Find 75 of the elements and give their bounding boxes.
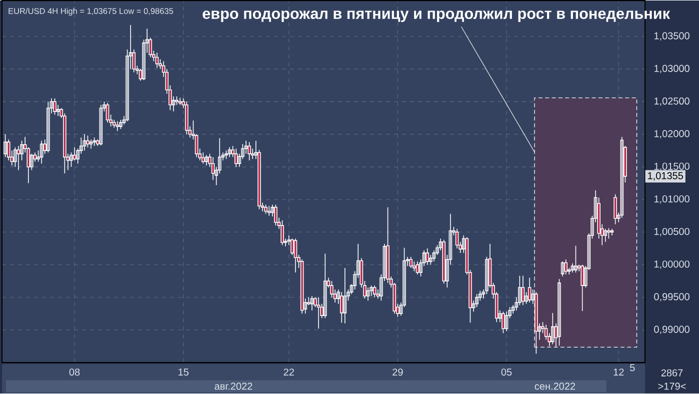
text: 2867	[661, 369, 683, 376]
y-tick-label: 1,02000	[654, 130, 690, 138]
text: 5	[630, 364, 635, 372]
candlestick	[310, 296, 314, 311]
candlestick	[46, 101, 50, 153]
candlestick	[366, 287, 370, 301]
candlestick	[14, 146, 17, 168]
x-tick-label: 12	[614, 368, 624, 376]
candlestick	[201, 152, 205, 164]
candlestick	[16, 145, 20, 170]
text: авг.2022	[214, 382, 252, 390]
candlestick	[99, 104, 103, 146]
y-tick-label: 1,03000	[654, 64, 690, 74]
candlestick	[574, 245, 578, 273]
text: EUR/USD 4H High = 1,03675 Low = 0,98635	[8, 8, 174, 16]
x-tick-label: 05	[501, 368, 512, 376]
x-tick-label: 15	[178, 368, 189, 376]
candlestick	[248, 142, 251, 161]
candlestick	[416, 260, 420, 275]
candlestick	[53, 98, 56, 115]
candlestick	[4, 134, 7, 158]
candlestick	[614, 194, 617, 225]
candlestick	[370, 285, 373, 296]
candlestick	[40, 140, 44, 164]
candlestick	[412, 260, 416, 272]
candlestick	[551, 312, 554, 345]
candlestick	[264, 204, 268, 214]
candlestick	[234, 148, 238, 168]
candlestick	[294, 238, 298, 273]
candlestick	[324, 253, 327, 318]
candlestick	[475, 294, 478, 308]
candlestick	[119, 119, 122, 130]
candlestick	[274, 204, 278, 226]
text: >179<	[658, 382, 686, 390]
candlestick	[409, 256, 413, 268]
candlestick	[604, 228, 608, 242]
candlestick	[86, 135, 90, 148]
candlestick	[502, 311, 505, 334]
candlestick	[429, 254, 432, 266]
x-tick-label: 29	[392, 368, 403, 376]
candlestick	[116, 120, 120, 132]
candlestick	[528, 277, 532, 303]
annotation: евро подорожал в пятницу и продолжил рост в понедельник	[202, 10, 670, 22]
candlestick	[267, 205, 271, 216]
candlestick	[564, 258, 568, 275]
y-tick-label: 1,00500	[654, 228, 690, 236]
candlestick	[343, 267, 347, 324]
candlestick	[89, 138, 93, 149]
candlestick	[426, 248, 430, 266]
x-tick-label: 22	[284, 368, 294, 376]
candlestick	[455, 228, 459, 249]
y-tick-label: 1,00000	[654, 260, 690, 269]
candlestick	[316, 296, 320, 329]
text: 1,01355	[648, 172, 683, 180]
candlestick	[82, 134, 86, 151]
candlestick	[228, 146, 232, 158]
candlestick	[560, 260, 564, 277]
candlestick	[372, 285, 376, 298]
x-tick-label: 08	[69, 368, 80, 376]
y-tick-label: 0,99000	[654, 326, 690, 334]
candlestick	[280, 220, 284, 246]
candlestick	[620, 136, 624, 218]
candlestick	[204, 154, 208, 166]
candlestick	[106, 102, 110, 123]
candlestick	[56, 104, 60, 116]
y-tick-label: 1,01000	[654, 195, 690, 204]
y-tick-label: 1,03500	[654, 32, 690, 40]
candlestick	[504, 311, 508, 332]
text: сен.2022	[534, 382, 576, 390]
y-tick-label: 1,02500	[654, 97, 690, 106]
candlestick	[521, 275, 525, 306]
candlestick	[607, 228, 610, 239]
candlestick	[580, 264, 584, 312]
y-tick-label: 1,01500	[654, 162, 690, 171]
y-tick-label: 0,99500	[654, 293, 690, 302]
